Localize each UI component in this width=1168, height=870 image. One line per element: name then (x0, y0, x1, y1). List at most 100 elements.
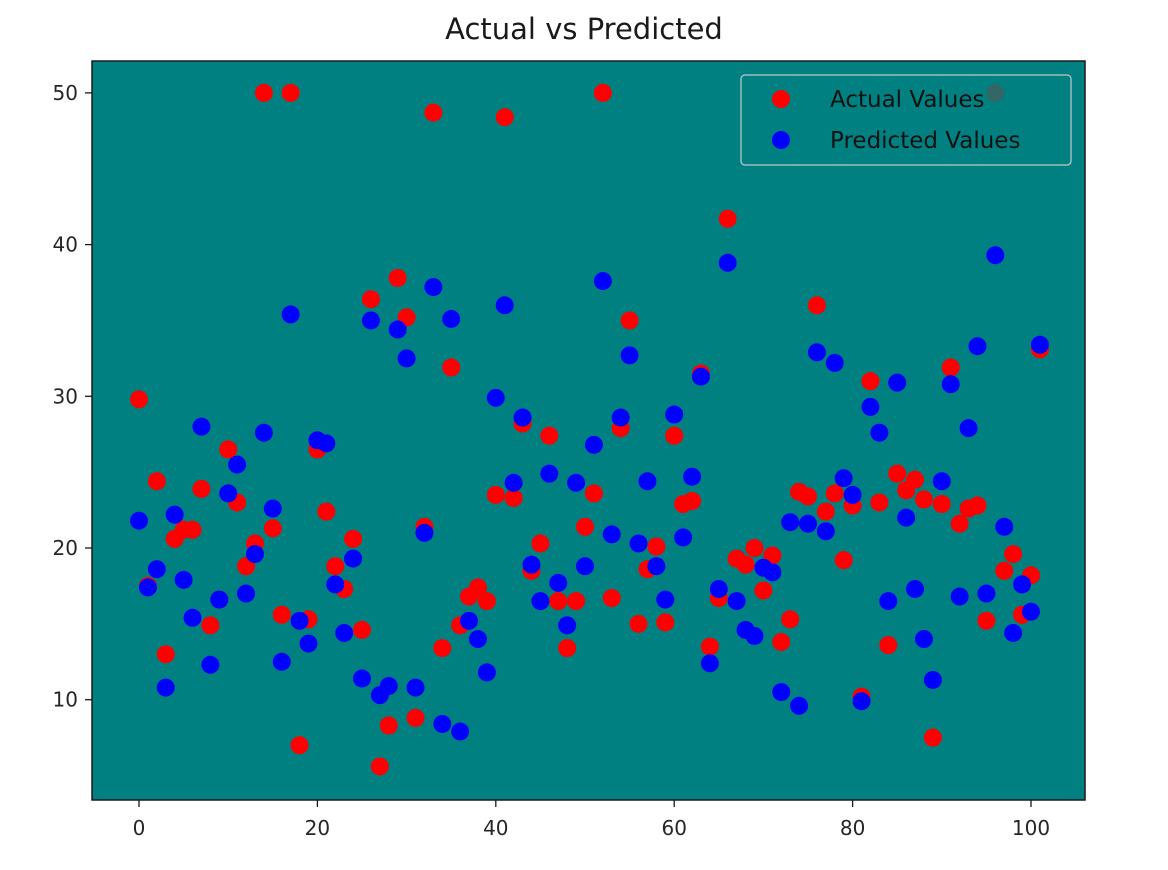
data-point (656, 613, 675, 632)
data-point (995, 561, 1014, 580)
data-point (736, 555, 755, 574)
data-point (691, 367, 710, 386)
data-point (834, 469, 853, 488)
data-point (906, 470, 925, 489)
data-point (584, 484, 603, 503)
data-point (531, 592, 550, 611)
data-point (941, 358, 960, 377)
data-point (941, 375, 960, 394)
data-point (932, 495, 951, 514)
data-point (183, 520, 202, 539)
y-axis: 10 20 30 40 50 (53, 81, 92, 712)
data-point (415, 523, 434, 542)
data-point (825, 484, 844, 503)
legend-box (740, 74, 1072, 166)
data-point (1013, 575, 1032, 594)
data-point (299, 634, 318, 653)
data-point (406, 708, 425, 727)
data-point (683, 491, 702, 510)
data-point (602, 589, 621, 608)
data-point (593, 272, 612, 291)
data-point (486, 485, 505, 504)
data-point (165, 505, 184, 524)
x-tick-label: 100 (1012, 816, 1050, 840)
data-point (290, 611, 309, 630)
x-tick-label: 80 (840, 816, 865, 840)
data-point (665, 426, 684, 445)
data-point (317, 502, 336, 521)
data-point (531, 534, 550, 553)
data-point (567, 473, 586, 492)
data-point (718, 253, 737, 272)
data-point (807, 296, 826, 315)
data-point (326, 575, 345, 594)
data-point (201, 655, 220, 674)
data-point (1022, 602, 1040, 621)
data-point (495, 108, 514, 127)
x-tick-label: 0 (133, 816, 146, 840)
data-point (816, 522, 835, 541)
data-point (147, 472, 166, 491)
data-point (192, 417, 211, 436)
data-point (335, 623, 354, 642)
data-point (906, 579, 925, 598)
data-point (888, 464, 907, 483)
data-point (861, 372, 880, 391)
data-point (620, 311, 639, 330)
data-point (923, 670, 942, 689)
data-point (977, 584, 996, 603)
data-point (959, 419, 978, 438)
data-point (718, 209, 737, 228)
data-point (576, 517, 594, 536)
y-tick-label: 10 (53, 688, 78, 712)
data-point (576, 557, 594, 576)
data-point (254, 423, 273, 442)
data-point (914, 630, 933, 649)
data-point (745, 539, 764, 557)
data-point (201, 616, 220, 635)
data-point (852, 692, 871, 711)
legend-marker-predicted (772, 131, 790, 149)
data-point (353, 620, 371, 639)
data-point (192, 479, 211, 498)
data-point (344, 529, 363, 548)
data-point (950, 514, 969, 533)
data-point (781, 513, 800, 532)
data-point (549, 592, 568, 611)
y-tick-label: 40 (53, 233, 78, 257)
data-point (870, 493, 889, 512)
data-point (968, 337, 987, 356)
data-point (584, 435, 603, 454)
x-axis: 0 20 40 60 80 100 (133, 800, 1050, 840)
data-point (353, 669, 371, 688)
legend: Actual Values Predicted Values (740, 74, 1072, 166)
data-point (263, 499, 282, 518)
data-point (379, 677, 398, 696)
y-tick-label: 30 (53, 384, 78, 408)
data-point (219, 440, 238, 459)
data-point (504, 473, 523, 492)
data-point (790, 696, 809, 715)
data-point (522, 555, 541, 574)
data-point (174, 570, 193, 589)
data-point (834, 551, 853, 570)
data-point (620, 346, 639, 365)
data-point (451, 722, 470, 741)
data-point (344, 549, 363, 568)
data-point (745, 626, 764, 645)
data-point (665, 405, 684, 424)
data-point (647, 537, 666, 556)
data-point (281, 83, 300, 102)
data-point (629, 614, 648, 633)
data-point (825, 353, 844, 372)
data-point (272, 605, 291, 624)
data-point (468, 630, 487, 649)
data-point (468, 578, 487, 597)
data-point (263, 519, 282, 538)
data-point (709, 579, 728, 598)
data-point (950, 587, 969, 606)
data-point (540, 464, 559, 483)
data-point (513, 408, 532, 427)
data-point (799, 514, 817, 533)
